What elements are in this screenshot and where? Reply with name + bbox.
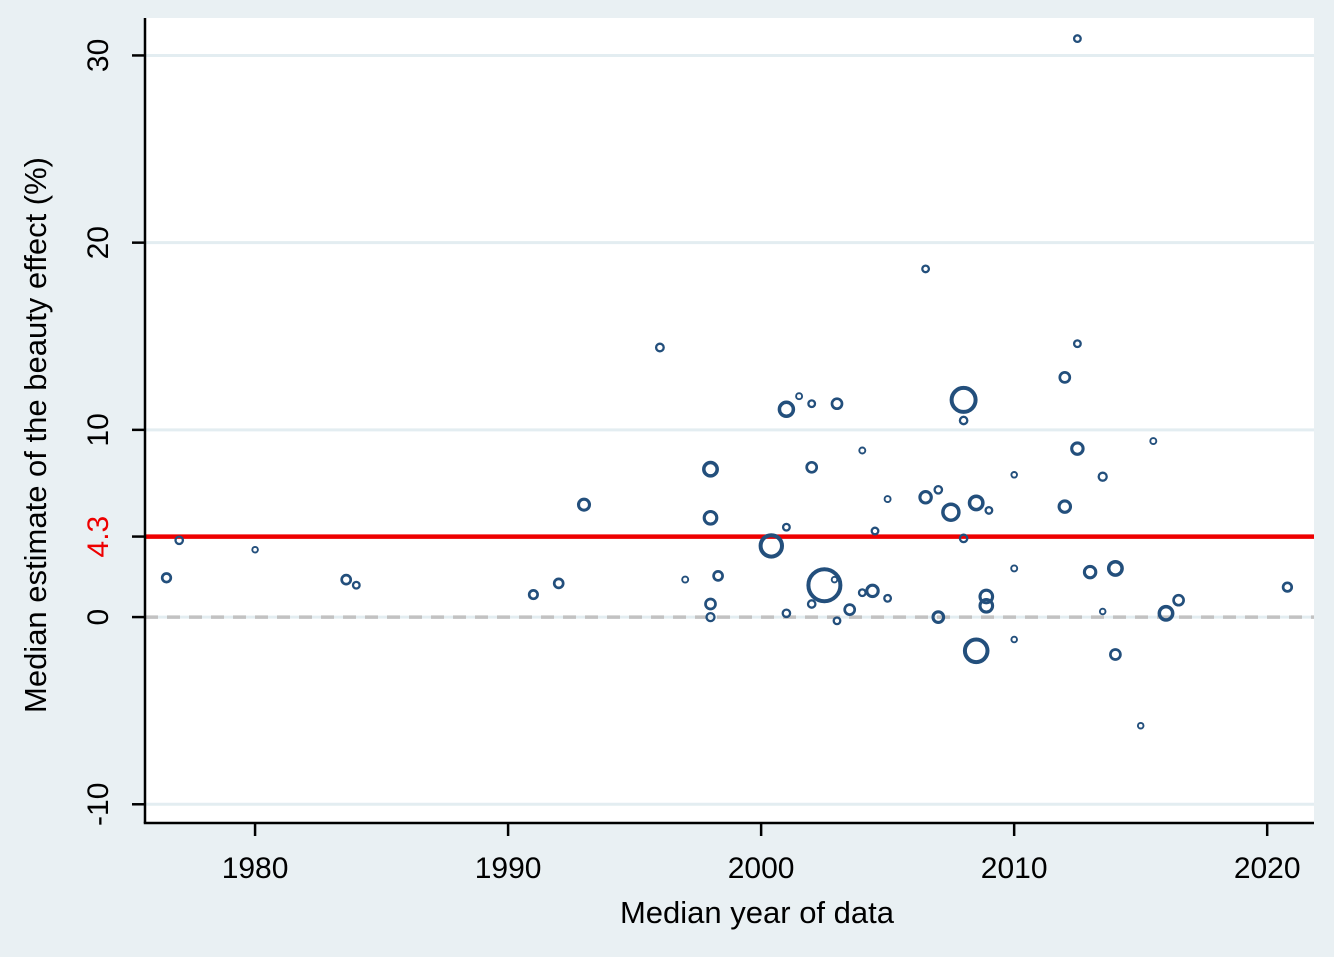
scatter-point <box>1058 371 1072 384</box>
y-axis-title: Median estimate of the beauty effect (%) <box>18 157 53 713</box>
scatter-point <box>1281 581 1294 593</box>
scatter-point <box>340 573 353 586</box>
scatter-point <box>1109 648 1122 661</box>
scatter-point <box>527 589 539 601</box>
scatter-point <box>865 583 880 599</box>
y-tick-label: 20 <box>82 226 115 259</box>
scatter-point <box>830 575 839 584</box>
scatter-point <box>681 575 690 584</box>
scatter-point <box>806 599 817 609</box>
x-axis-title: Median year of data <box>620 895 895 930</box>
scatter-point <box>1106 559 1124 577</box>
scatter-point <box>1010 564 1019 573</box>
y-tick-label: 0 <box>82 609 115 626</box>
scatter-point <box>978 588 995 605</box>
scatter-point <box>1010 471 1018 479</box>
scatter-point <box>702 460 719 478</box>
scatter-point <box>781 522 791 532</box>
scatter-point <box>967 494 985 512</box>
y-tick-label: 10 <box>82 413 115 446</box>
scatter-point <box>781 608 792 619</box>
scatter-point <box>962 637 990 665</box>
scatter-point <box>830 397 844 411</box>
scatter-point <box>958 533 969 544</box>
scatter-point <box>1098 607 1107 616</box>
scatter-point <box>1136 721 1145 730</box>
x-tick-label: 1990 <box>475 852 542 885</box>
scatter-point <box>1172 593 1185 607</box>
x-tick-label: 2010 <box>981 852 1048 885</box>
scatter-point <box>351 580 361 590</box>
y-tick-label: -10 <box>82 783 115 826</box>
x-tick-label: 2000 <box>728 852 795 885</box>
scatter-point <box>1072 339 1082 349</box>
scatter-point <box>883 593 893 603</box>
scatter-point <box>795 392 804 401</box>
scatter-point <box>870 526 880 536</box>
scatter-point <box>704 597 717 611</box>
scatter-point <box>552 577 565 590</box>
scatter-point <box>1070 441 1085 456</box>
scatter-point <box>941 502 961 522</box>
scatter-point <box>1072 34 1082 44</box>
scatter-point <box>702 509 719 526</box>
y-tick-label: 30 <box>82 39 115 72</box>
scatter-point <box>978 597 995 614</box>
scatter-point <box>807 399 817 409</box>
scatter-point <box>883 495 892 504</box>
scatter-point <box>858 446 867 455</box>
scatter-point <box>1010 635 1018 644</box>
scatter-point <box>921 264 931 274</box>
scatter-point <box>1082 564 1098 580</box>
scatter-point <box>1097 471 1108 482</box>
scatter-point <box>705 611 716 623</box>
scatter-point <box>1149 437 1158 446</box>
scatter-point <box>576 497 592 512</box>
scatter-point <box>931 610 946 624</box>
scatter-point <box>777 400 796 419</box>
scatter-point <box>1057 499 1073 514</box>
scatter-point <box>832 616 842 626</box>
scatter-point <box>654 342 665 353</box>
tick-marks <box>132 54 1269 836</box>
scatter-point <box>949 385 978 414</box>
scatter-point <box>958 415 969 426</box>
plot-area <box>145 18 1314 823</box>
x-tick-label: 2020 <box>1234 852 1301 885</box>
tick-labels: 1980 1990 2000 2010 2020 -10 0 10 20 30 4.3 <box>82 39 1301 885</box>
scatter-point <box>805 460 819 474</box>
scatter-point <box>160 572 173 584</box>
scatter-points <box>160 34 1294 730</box>
scatter-point <box>843 603 857 616</box>
scatter-point <box>758 533 784 559</box>
ref-tick-label: 4.3 <box>82 516 115 558</box>
scatter-point <box>1157 604 1175 622</box>
scatter-point <box>806 567 843 604</box>
scatter-point <box>918 490 933 505</box>
reference-lines <box>145 534 1314 619</box>
scatter-point <box>174 535 185 546</box>
axes <box>143 18 1314 825</box>
scatter-point <box>712 570 724 582</box>
scatter-point <box>933 484 944 495</box>
scatter-point <box>984 505 994 515</box>
scatter-point <box>251 545 259 554</box>
x-tick-label: 1980 <box>222 852 289 885</box>
